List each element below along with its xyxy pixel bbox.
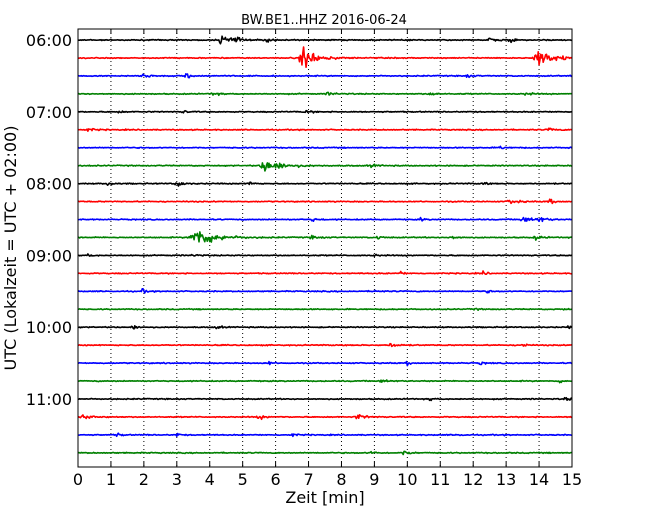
- x-axis-label: Zeit [min]: [285, 488, 364, 507]
- x-tick-label: 1: [106, 470, 116, 489]
- x-tick-label: 3: [172, 470, 182, 489]
- y-tick-label: 07:00: [26, 103, 72, 122]
- y-axis-ticks: 06:00 07:00 08:00 09:00 10:00 11:00: [26, 31, 572, 409]
- traces-group: [77, 35, 573, 456]
- y-tick-label: 08:00: [26, 175, 72, 194]
- trace-line: [77, 216, 573, 223]
- x-tick-label: 8: [336, 470, 346, 489]
- trace-line: [77, 270, 573, 276]
- trace-line: [77, 181, 573, 187]
- trace-line: [77, 35, 573, 45]
- trace-line: [77, 145, 573, 150]
- y-tick-label: 10:00: [26, 318, 72, 337]
- x-tick-label: 13: [496, 470, 516, 489]
- trace-line: [77, 287, 573, 294]
- trace-line: [77, 396, 573, 402]
- x-tick-label: 6: [271, 470, 281, 489]
- trace-line: [77, 342, 573, 348]
- x-tick-label: 0: [73, 470, 83, 489]
- trace-line: [77, 231, 573, 243]
- trace-line: [77, 414, 573, 421]
- x-tick-label: 15: [562, 470, 582, 489]
- trace-line: [77, 162, 573, 172]
- trace-line: [77, 109, 573, 114]
- y-tick-label: 09:00: [26, 246, 72, 265]
- x-tick-label: 14: [529, 470, 549, 489]
- trace-line: [77, 307, 573, 311]
- trace-line: [77, 198, 573, 205]
- x-tick-label: 10: [397, 470, 417, 489]
- chart-title: BW.BE1..HHZ 2016-06-24: [241, 13, 407, 28]
- y-tick-label: 06:00: [26, 31, 72, 50]
- trace-line: [77, 379, 573, 384]
- x-tick-label: 12: [463, 470, 483, 489]
- trace-line: [77, 73, 573, 79]
- x-tick-label: 9: [369, 470, 379, 489]
- plot-frame: [77, 28, 573, 468]
- x-axis-ticks: 0 1 2 3 4 5 6 7 8 9 10 11 12 13 14 15: [73, 29, 582, 489]
- trace-line: [77, 360, 573, 367]
- x-tick-label: 2: [139, 470, 149, 489]
- trace-line: [77, 325, 573, 330]
- x-tick-label: 11: [430, 470, 450, 489]
- trace-line: [77, 432, 573, 438]
- y-axis-label: UTC (Lokalzeit = UTC + 02:00): [1, 126, 20, 371]
- x-tick-label: 5: [238, 470, 248, 489]
- trace-line: [77, 253, 573, 258]
- x-tick-label: 7: [303, 470, 313, 489]
- trace-line: [77, 450, 573, 456]
- trace-line: [77, 127, 573, 132]
- y-tick-label: 11:00: [26, 390, 72, 409]
- trace-line: [77, 46, 573, 69]
- x-tick-label: 4: [205, 470, 215, 489]
- trace-line: [77, 91, 573, 97]
